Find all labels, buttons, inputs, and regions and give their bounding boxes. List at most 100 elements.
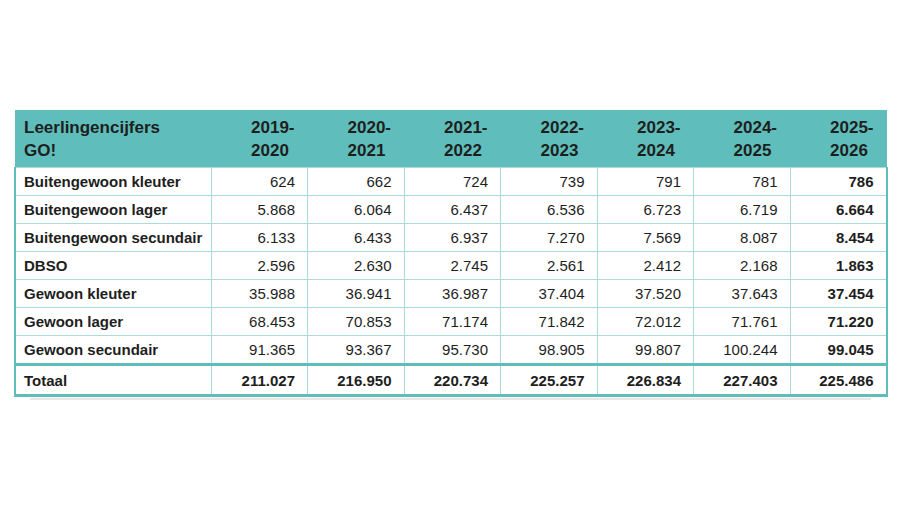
- table-row-totaal: Totaal 211.027 216.950 220.734 225.257 2…: [15, 365, 887, 396]
- cell-value: 2.168: [694, 252, 791, 280]
- cell-value: 2.412: [597, 252, 694, 280]
- total-row-label: Totaal: [15, 365, 211, 396]
- cell-value: 8.087: [694, 224, 791, 252]
- year-line: 2024-: [734, 116, 777, 139]
- table-row-buitengewoon-secundair: Buitengewoon secundair 6.133 6.433 6.937…: [15, 224, 887, 252]
- cell-value: 624: [211, 168, 308, 196]
- cell-value: 71.220: [790, 308, 887, 336]
- cell-value: 36.987: [404, 280, 501, 308]
- page: Leerlingencijfers GO! 2019-2020 2020-202…: [0, 0, 899, 505]
- row-label: Gewoon lager: [15, 308, 211, 336]
- cell-value: 99.045: [790, 336, 887, 365]
- year-line: 2023-: [637, 116, 680, 139]
- cell-value: 37.404: [501, 280, 598, 308]
- cell-value: 8.454: [790, 224, 887, 252]
- total-cell-value: 220.734: [404, 365, 501, 396]
- cell-value: 791: [597, 168, 694, 196]
- cell-value: 71.174: [404, 308, 501, 336]
- row-label: Buitengewoon lager: [15, 196, 211, 224]
- year-line: 2025: [734, 139, 777, 162]
- row-label: Gewoon secundair: [15, 336, 211, 365]
- year-line: 2021-: [444, 116, 487, 139]
- cell-value: 72.012: [597, 308, 694, 336]
- table-row-dbso: DBSO 2.596 2.630 2.745 2.561 2.412 2.168…: [15, 252, 887, 280]
- cell-value: 70.853: [308, 308, 405, 336]
- table-row-buitengewoon-kleuter: Buitengewoon kleuter 624 662 724 739 791…: [15, 168, 887, 196]
- cell-value: 2.596: [211, 252, 308, 280]
- table-title-line2: GO!: [24, 139, 211, 162]
- cell-value: 35.988: [211, 280, 308, 308]
- cell-value: 2.630: [308, 252, 405, 280]
- cell-value: 98.905: [501, 336, 598, 365]
- table-row-gewoon-lager: Gewoon lager 68.453 70.853 71.174 71.842…: [15, 308, 887, 336]
- cell-value: 6.664: [790, 196, 887, 224]
- year-line: 2019-: [251, 116, 294, 139]
- total-cell-value: 226.834: [597, 365, 694, 396]
- column-header-2022-2023: 2022-2023: [501, 110, 598, 168]
- cell-value: 93.367: [308, 336, 405, 365]
- cell-value: 6.133: [211, 224, 308, 252]
- cell-value: 786: [790, 168, 887, 196]
- table-header: Leerlingencijfers GO! 2019-2020 2020-202…: [15, 110, 887, 168]
- cell-value: 6.064: [308, 196, 405, 224]
- cell-value: 2.745: [404, 252, 501, 280]
- table-row-gewoon-kleuter: Gewoon kleuter 35.988 36.941 36.987 37.4…: [15, 280, 887, 308]
- cell-value: 37.520: [597, 280, 694, 308]
- cell-value: 71.842: [501, 308, 598, 336]
- year-line: 2023: [541, 139, 584, 162]
- cell-value: 5.868: [211, 196, 308, 224]
- cell-value: 68.453: [211, 308, 308, 336]
- year-line: 2021: [348, 139, 391, 162]
- year-line: 2025-: [830, 116, 873, 139]
- total-cell-value: 225.486: [790, 365, 887, 396]
- year-line: 2020: [251, 139, 294, 162]
- row-label: DBSO: [15, 252, 211, 280]
- year-line: 2020-: [348, 116, 391, 139]
- cell-value: 95.730: [404, 336, 501, 365]
- column-header-2024-2025: 2024-2025: [694, 110, 791, 168]
- cell-value: 7.270: [501, 224, 598, 252]
- cell-value: 6.937: [404, 224, 501, 252]
- cell-value: 37.454: [790, 280, 887, 308]
- table-title: Leerlingencijfers GO!: [15, 110, 211, 168]
- cell-value: 724: [404, 168, 501, 196]
- row-label: Buitengewoon kleuter: [15, 168, 211, 196]
- table-row-gewoon-secundair: Gewoon secundair 91.365 93.367 95.730 98…: [15, 336, 887, 365]
- cell-value: 781: [694, 168, 791, 196]
- cell-value: 6.437: [404, 196, 501, 224]
- year-line: 2024: [637, 139, 680, 162]
- student-numbers-table-wrapper: Leerlingencijfers GO! 2019-2020 2020-202…: [14, 110, 886, 397]
- table-row-buitengewoon-lager: Buitengewoon lager 5.868 6.064 6.437 6.5…: [15, 196, 887, 224]
- header-row: Leerlingencijfers GO! 2019-2020 2020-202…: [15, 110, 887, 168]
- cell-value: 36.941: [308, 280, 405, 308]
- table-body: Buitengewoon kleuter 624 662 724 739 791…: [15, 168, 887, 396]
- column-header-2020-2021: 2020-2021: [308, 110, 405, 168]
- cell-value: 662: [308, 168, 405, 196]
- cell-value: 37.643: [694, 280, 791, 308]
- cell-value: 1.863: [790, 252, 887, 280]
- column-header-2021-2022: 2021-2022: [404, 110, 501, 168]
- cell-value: 91.365: [211, 336, 308, 365]
- cell-value: 7.569: [597, 224, 694, 252]
- cell-value: 6.536: [501, 196, 598, 224]
- year-line: 2022: [444, 139, 487, 162]
- cell-value: 6.719: [694, 196, 791, 224]
- table-title-line1: Leerlingencijfers: [24, 116, 211, 139]
- column-header-2025-2026: 2025-2026: [790, 110, 887, 168]
- cell-value: 2.561: [501, 252, 598, 280]
- total-cell-value: 211.027: [211, 365, 308, 396]
- total-cell-value: 227.403: [694, 365, 791, 396]
- cell-value: 99.807: [597, 336, 694, 365]
- table-bottom-shadow: [30, 398, 871, 400]
- total-cell-value: 216.950: [308, 365, 405, 396]
- cell-value: 71.761: [694, 308, 791, 336]
- student-numbers-table: Leerlingencijfers GO! 2019-2020 2020-202…: [14, 110, 888, 397]
- cell-value: 6.723: [597, 196, 694, 224]
- column-header-2023-2024: 2023-2024: [597, 110, 694, 168]
- row-label: Buitengewoon secundair: [15, 224, 211, 252]
- cell-value: 100.244: [694, 336, 791, 365]
- column-header-2019-2020: 2019-2020: [211, 110, 308, 168]
- year-line: 2022-: [541, 116, 584, 139]
- year-line: 2026: [830, 139, 873, 162]
- row-label: Gewoon kleuter: [15, 280, 211, 308]
